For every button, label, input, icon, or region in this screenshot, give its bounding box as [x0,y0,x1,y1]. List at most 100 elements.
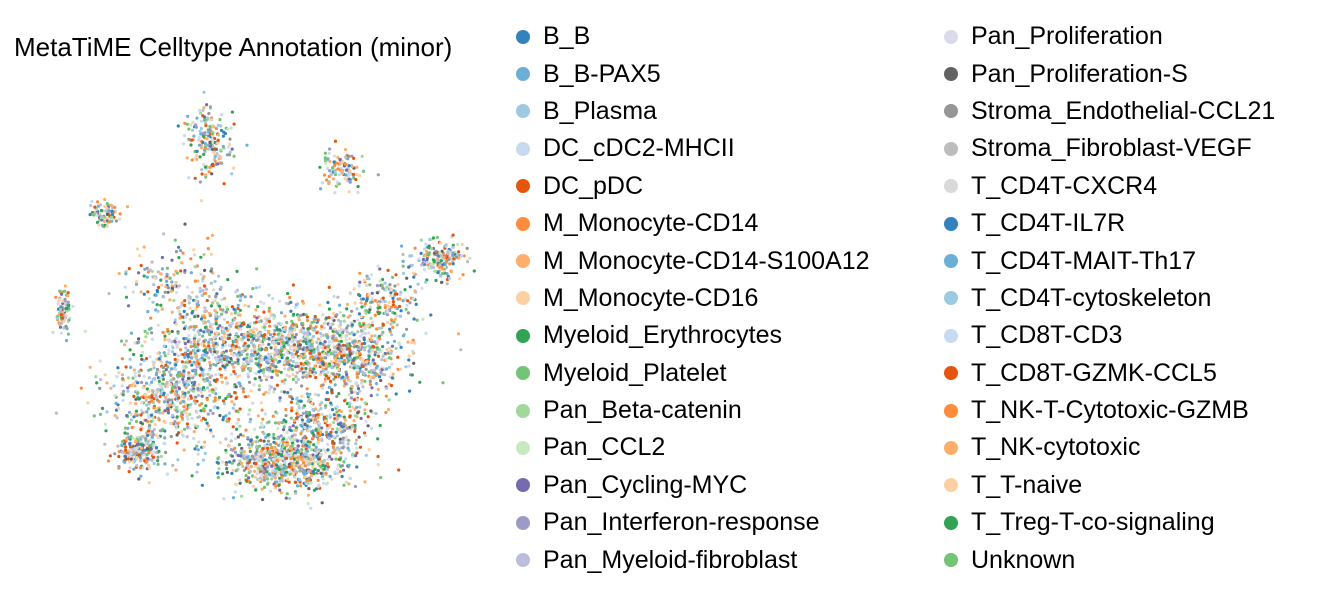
cell-point [182,374,186,379]
cell-point [430,246,434,251]
cell-point [350,424,355,428]
cell-point [255,435,259,439]
cell-point [421,317,425,321]
cell-point [167,331,171,336]
cell-point [426,245,430,249]
cell-point [262,475,266,479]
cell-point [201,334,205,338]
cell-point [350,164,354,169]
cell-point [244,473,248,478]
cell-point [151,455,156,459]
cell-point [261,371,266,375]
cell-point [343,399,347,403]
cell-point [338,441,342,445]
cell-point [275,473,279,477]
cell-point [399,367,403,371]
cell-point [171,463,175,467]
cell-point [208,124,212,129]
cell-point [98,203,103,207]
cell-point [327,340,331,344]
cell-point [168,401,172,405]
cell-point [139,474,143,478]
cell-point [105,410,109,414]
cell-point [178,312,182,316]
cell-point [176,331,180,335]
cell-point [216,350,220,354]
cell-point [328,415,332,419]
cell-point [303,426,307,430]
cell-point [336,363,340,367]
cell-point [296,439,300,443]
cell-point [336,295,340,299]
cell-point [311,469,315,473]
cell-point [192,328,196,332]
cell-point [328,159,332,163]
cell-point [174,367,178,372]
cell-point [353,427,357,431]
cell-point [157,399,161,403]
cell-point [137,337,141,341]
cell-point [116,444,120,448]
cell-point [193,399,197,403]
cell-point [381,372,385,376]
cell-point [280,379,284,383]
cell-point [392,320,396,324]
cell-point [410,341,414,345]
cell-point [194,125,198,129]
cell-point [355,451,359,455]
cell-point [188,306,192,310]
cell-point [224,463,228,467]
cell-point [218,124,222,128]
cell-point [381,345,385,349]
cell-point [374,366,379,370]
cell-point [290,331,294,335]
cell-point [231,343,235,347]
cell-point [405,327,409,331]
cell-point [262,374,267,378]
cell-point [343,347,347,351]
cell-point [174,322,178,326]
legend-column-2: Pan_Proliferation Pan_Proliferation-S Stro… [944,18,1275,579]
cell-point [451,233,455,237]
cell-point [386,341,390,345]
cell-point [385,347,389,351]
cell-point [317,433,322,437]
cell-point [331,329,335,333]
cell-point [360,397,364,401]
cell-point [301,406,305,410]
cell-point [165,360,169,364]
cell-point [280,420,284,425]
cell-point [196,386,200,390]
cell-point [134,282,139,286]
cell-point [376,340,380,344]
cell-point [170,329,174,334]
cell-point [238,481,242,485]
cell-point [83,329,87,333]
cell-point [191,120,195,125]
cell-point [341,446,345,450]
cell-point [288,496,292,501]
cell-point [208,140,212,144]
cell-point [275,383,279,387]
cell-point [157,370,161,374]
cell-point [369,316,373,320]
cell-point [349,292,353,296]
cell-point [330,388,334,392]
cell-point [332,435,336,439]
cell-point [364,283,369,288]
cell-point [176,421,180,425]
cell-point [266,433,270,437]
cell-point [332,356,337,360]
cell-point [159,391,163,395]
cell-point [192,339,196,343]
cell-point [272,440,276,444]
cell-point [193,333,197,338]
cell-point [139,290,143,294]
cell-point [262,439,266,443]
cell-point [235,269,239,273]
cell-point [244,395,248,399]
legend-label: M_Monocyte-CD16 [543,283,759,312]
cell-point [145,403,149,407]
cell-point [286,334,290,338]
